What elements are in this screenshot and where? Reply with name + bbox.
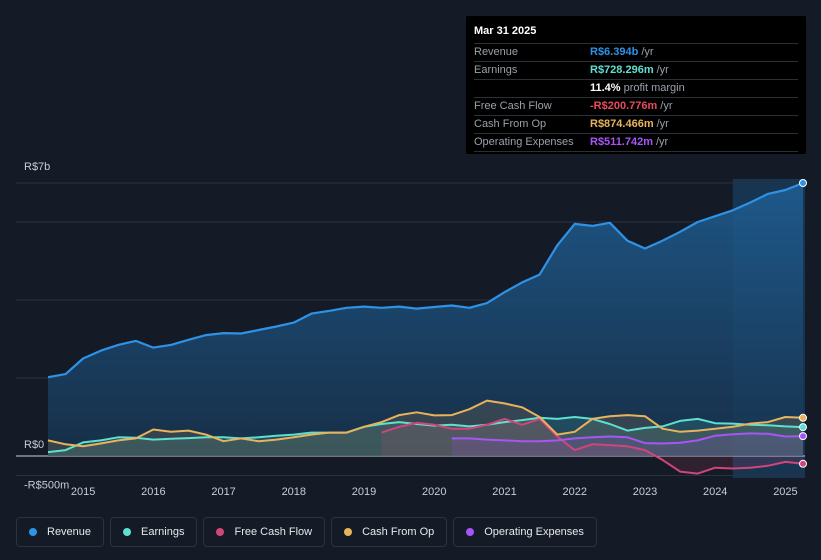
x-tick-label: 2022: [563, 486, 587, 498]
legend-dot-icon: [29, 528, 37, 536]
end-marker-earnings: [799, 423, 807, 432]
tooltip-row-unit: /yr: [656, 64, 669, 76]
x-axis-labels: 2015 2016 2017 2018 2019 2020 2021 2022 2023 2024…: [71, 486, 798, 498]
tooltip-row-label: Revenue: [474, 46, 519, 58]
legend-item-cash-from-op[interactable]: Cash From Op: [331, 517, 448, 547]
tooltip-row-value: R$6.394b: [590, 46, 639, 58]
y-tick-label: R$0: [24, 439, 44, 451]
series-areas: [48, 183, 803, 474]
x-tick-label: 2024: [703, 486, 727, 498]
x-tick-label: 2021: [492, 486, 516, 498]
tooltip-row-label: Free Cash Flow: [474, 100, 552, 112]
area-free-cash-flow: [381, 418, 803, 474]
legend-label: Free Cash Flow: [234, 526, 313, 538]
tooltip-row: Free Cash Flow -R$200.776m/yr: [474, 97, 798, 115]
legend-item-free-cash-flow[interactable]: Free Cash Flow: [203, 517, 326, 547]
legend-dot-icon: [216, 528, 225, 536]
tooltip-row-unit: /yr: [656, 118, 669, 130]
legend-item-earnings[interactable]: Earnings: [110, 517, 198, 547]
tooltip-row-unit: /yr: [656, 136, 669, 148]
area-revenue: [48, 183, 803, 456]
legend-label: Earnings: [141, 526, 185, 538]
x-tick-label: 2020: [422, 486, 446, 498]
tooltip-row-unit: /yr: [641, 46, 654, 58]
x-tick-label: 2025: [773, 486, 797, 498]
line-cash-from-op: [47, 399, 804, 448]
x-tick-label: 2019: [352, 486, 376, 498]
y-tick-label: -R$500m: [24, 480, 69, 492]
area-cash-from-op: [48, 400, 803, 456]
tooltip-row-value: R$874.466m: [590, 118, 654, 130]
legend-label: Cash From Op: [362, 526, 435, 538]
x-tick-label: 2016: [141, 486, 165, 498]
x-tick-label: 2015: [71, 486, 95, 498]
tooltip-row-label: [474, 80, 590, 97]
chart-legend: Revenue Earnings Free Cash Flow Cash From O…: [16, 517, 597, 547]
legend-item-revenue[interactable]: Revenue: [16, 517, 105, 547]
line-revenue: [47, 181, 804, 379]
legend-dot-icon: [123, 528, 132, 536]
legend-label: Revenue: [47, 526, 92, 538]
tooltip-row-label: Operating Expenses: [474, 136, 574, 148]
tooltip-row-unit: /yr: [660, 100, 673, 112]
line-operating-expenses: [451, 432, 804, 445]
tooltip-row-unit: profit margin: [623, 82, 685, 94]
tooltip-date: Mar 31 2025: [474, 25, 537, 37]
tooltip-row-value: -R$200.776m: [590, 100, 658, 112]
x-tick-label: 2017: [211, 486, 235, 498]
legend-label: Operating Expenses: [484, 526, 584, 538]
end-marker-free-cash-flow: [799, 459, 807, 468]
legend-dot-icon: [466, 528, 475, 536]
end-marker-operating-expenses: [799, 432, 807, 441]
end-marker-cash-from-op: [799, 413, 807, 422]
legend-dot-icon: [344, 528, 353, 536]
tooltip-row: Revenue R$6.394b/yr: [474, 43, 798, 61]
y-tick-label: R$7b: [24, 161, 50, 173]
tooltip-row: Earnings R$728.296m/yr: [474, 61, 798, 79]
legend-item-operating-expenses[interactable]: Operating Expenses: [453, 517, 597, 547]
x-tick-label: 2018: [282, 486, 306, 498]
x-tick-label: 2023: [633, 486, 657, 498]
line-free-cash-flow: [381, 417, 804, 475]
tooltip-row-label: Cash From Op: [474, 118, 547, 130]
chart: R$7bR$0-R$500m 2015 2016 2017 2018 2019 2020 2…: [16, 161, 807, 498]
tooltip-row-label: Earnings: [474, 64, 518, 76]
series-end-markers: [799, 179, 807, 468]
tooltip-row: Operating Expenses R$511.742m/yr: [474, 133, 798, 152]
tooltip-row-value: R$511.742m: [590, 136, 653, 148]
tooltip-row-value: 11.4%: [590, 82, 621, 94]
tooltip-row: Cash From Op R$874.466m/yr: [474, 115, 798, 133]
tooltip-row-value: R$728.296m: [590, 64, 654, 76]
series-lines: [47, 181, 804, 475]
end-marker-revenue: [799, 179, 807, 187]
area-operating-expenses: [451, 433, 803, 456]
data-tooltip: Mar 31 2025 Revenue R$6.394b/yr Earnings R$…: [466, 16, 806, 154]
tooltip-row: 11.4% profit margin: [474, 79, 798, 97]
y-axis-labels: R$7b R$0 -R$500m: [24, 161, 69, 492]
